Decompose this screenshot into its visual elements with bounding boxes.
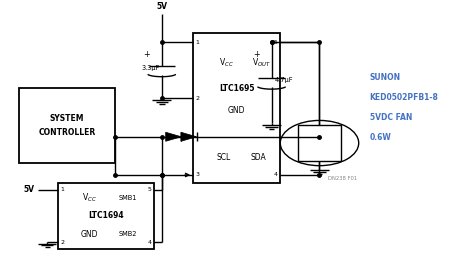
Text: 3.3μF: 3.3μF	[141, 65, 159, 71]
Text: DN238 F01: DN238 F01	[328, 176, 357, 181]
Text: SMB1: SMB1	[119, 195, 137, 201]
Text: SUNON: SUNON	[370, 73, 401, 82]
Text: LTC1695: LTC1695	[219, 84, 255, 93]
Bar	[58, 183, 154, 249]
Text: GND: GND	[81, 230, 98, 239]
Text: 1: 1	[196, 40, 200, 45]
Text: 1: 1	[61, 187, 64, 192]
Text: 4: 4	[147, 239, 151, 245]
Bar	[298, 126, 341, 161]
Text: V$_{CC}$: V$_{CC}$	[219, 56, 234, 69]
Text: SMB2: SMB2	[119, 231, 137, 237]
Text: GND: GND	[228, 106, 246, 115]
Text: 2: 2	[196, 96, 200, 101]
Text: 5: 5	[147, 187, 151, 192]
Text: KED0502PFB1-8: KED0502PFB1-8	[370, 93, 439, 102]
Text: 3: 3	[196, 172, 200, 178]
Bar	[193, 32, 280, 183]
Text: 4.7μF: 4.7μF	[275, 77, 294, 83]
Bar	[19, 88, 115, 163]
Text: V$_{OUT}$: V$_{OUT}$	[251, 56, 270, 69]
Text: V$_{CC}$: V$_{CC}$	[82, 191, 97, 204]
Polygon shape	[181, 132, 197, 141]
Text: 5: 5	[274, 40, 278, 45]
Text: SDA: SDA	[251, 153, 266, 162]
Text: 5V: 5V	[23, 185, 34, 194]
Text: +: +	[143, 50, 149, 59]
Text: LTC1694: LTC1694	[88, 211, 124, 220]
Polygon shape	[166, 132, 181, 141]
Text: SYSTEM
CONTROLLER: SYSTEM CONTROLLER	[38, 114, 96, 136]
Text: 2: 2	[61, 239, 65, 245]
Text: +: +	[254, 50, 260, 59]
Text: 5VDC FAN: 5VDC FAN	[370, 113, 412, 122]
Text: 4: 4	[274, 172, 278, 178]
Text: SCL: SCL	[217, 153, 231, 162]
Text: 5V: 5V	[156, 2, 167, 11]
Text: 0.6W: 0.6W	[370, 133, 391, 142]
